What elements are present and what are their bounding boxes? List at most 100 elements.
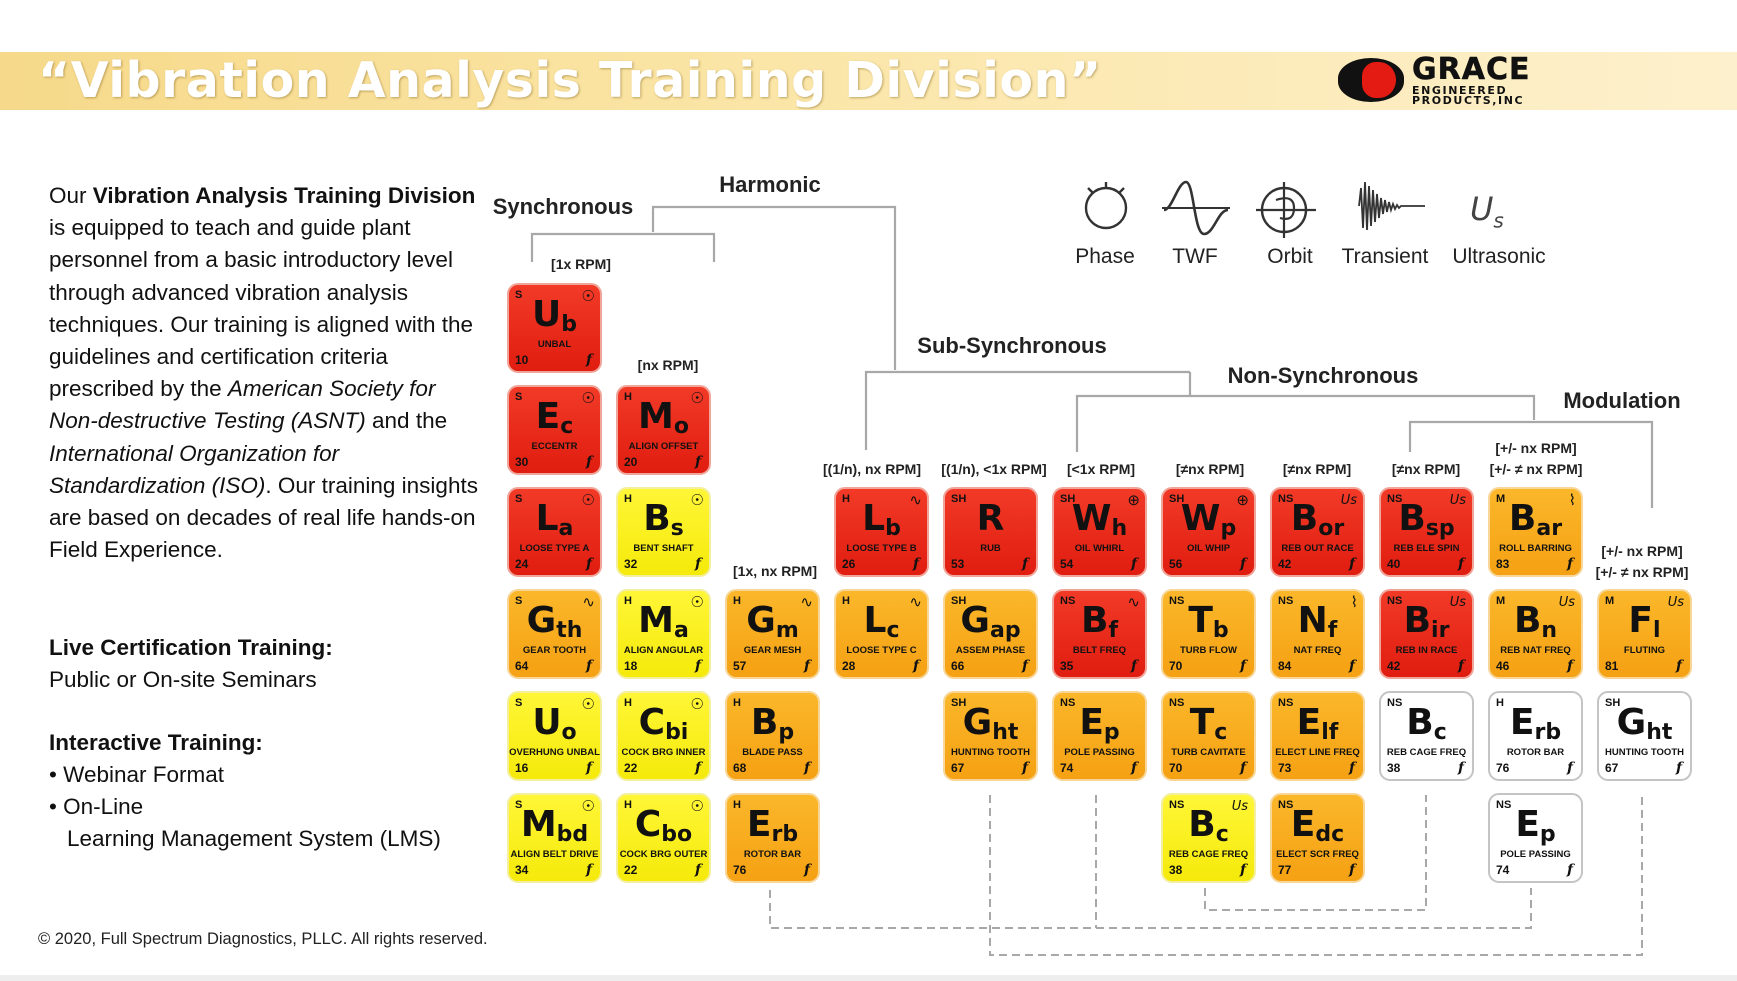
element-tile-bs: H Bs BENT SHAFT 32 f ☉	[616, 487, 711, 577]
tile-name: POLE PASSING	[1064, 747, 1135, 758]
tile-name: ECCENTR	[531, 441, 578, 452]
tile-category-code: NS	[1278, 595, 1294, 607]
element-tile-mo: H Mo ALIGN OFFSET 20 f ☉	[616, 385, 711, 475]
frequency-icon: f	[1130, 658, 1137, 674]
frequency-icon: f	[1021, 658, 1028, 674]
element-tile-lb: H Lb LOOSE TYPE B 26 f ∿	[834, 487, 929, 577]
tile-name: BELT FREQ	[1072, 645, 1127, 656]
tile-number: 46	[1496, 659, 1510, 673]
tile-number: 22	[624, 761, 638, 775]
legend-orbit: Orbit	[1267, 245, 1313, 268]
tile-symbol: Bor	[1290, 498, 1345, 542]
tile-category-code: H	[733, 697, 741, 709]
tile-symbol: Ub	[532, 294, 577, 338]
column-label: [+/- nx RPM]	[1601, 543, 1683, 559]
column-label: [+/- ≠ nx RPM]	[1489, 461, 1583, 477]
tile-name: GEAR MESH	[743, 645, 802, 656]
tile-symbol: Gth	[526, 600, 583, 644]
frequency-icon: f	[1348, 862, 1355, 878]
tile-number: 67	[1605, 761, 1619, 775]
tile-name: ELECT SCR FREQ	[1276, 849, 1359, 860]
element-tile-bc: NS Bc REB CAGE FREQ 38 f	[1379, 691, 1474, 781]
tile-category-code: NS	[1278, 493, 1294, 505]
tile-name: TURB FLOW	[1180, 645, 1237, 656]
tile-symbol: Ep	[1079, 702, 1120, 746]
frequency-icon: f	[1021, 760, 1028, 776]
tile-number: 74	[1496, 863, 1510, 877]
tile-number: 76	[733, 863, 747, 877]
tile-number: 32	[624, 557, 638, 571]
tile-category-code: S	[515, 289, 523, 301]
tile-name: REB CAGE FREQ	[1168, 849, 1249, 860]
tile-category-code: M	[1496, 493, 1506, 505]
tile-name: BLADE PASS	[742, 747, 803, 758]
frequency-icon: f	[585, 862, 592, 878]
tile-number: 74	[1060, 761, 1074, 775]
tile-number: 54	[1060, 557, 1074, 571]
tile-name: LOOSE TYPE A	[519, 543, 590, 554]
tile-name: BENT SHAFT	[633, 543, 694, 554]
tile-category-code: H	[624, 493, 632, 505]
tile-number: 40	[1387, 557, 1401, 571]
tile-symbol: Wp	[1180, 498, 1237, 542]
tile-category-code: S	[515, 697, 523, 709]
tile-category-code: M	[1605, 595, 1615, 607]
twf-icon	[1162, 180, 1230, 236]
tile-number: 70	[1169, 761, 1183, 775]
frequency-icon: f	[1348, 760, 1355, 776]
tile-category-code: NS	[1278, 697, 1294, 709]
orbit-icon: ⊕	[1127, 492, 1140, 509]
tile-category-code: SH	[951, 595, 967, 607]
element-tile-r: SH R RUB 53 f	[943, 487, 1038, 577]
frequency-icon: f	[912, 556, 919, 572]
element-tile-gap: SH Gap ASSEM PHASE 66 f	[943, 589, 1038, 679]
phase-icon: ☉	[581, 798, 595, 815]
tile-category-code: NS	[1387, 697, 1403, 709]
tile-category-code: H	[624, 595, 632, 607]
tile-category-code: SH	[951, 493, 967, 505]
tile-name: FLUTING	[1623, 645, 1666, 656]
tile-symbol: Tb	[1188, 600, 1229, 644]
element-tile-cbo: H Cbo COCK BRG OUTER 22 f ☉	[616, 793, 711, 883]
logo-name: GRACE	[1412, 52, 1531, 87]
column-label: [≠nx RPM]	[1282, 461, 1352, 477]
frequency-icon: f	[585, 352, 592, 368]
tile-number: 56	[1169, 557, 1183, 571]
tile-name: ROTOR BAR	[743, 849, 802, 860]
element-tile-bir: NS Bir REB IN RACE 42 f Us	[1379, 589, 1474, 679]
frequency-icon: f	[1021, 556, 1028, 572]
tile-symbol: Mbd	[520, 804, 589, 848]
tile-name: UNBAL	[537, 339, 572, 350]
tile-symbol: Bp	[750, 702, 795, 746]
legend-transient: Transient	[1341, 245, 1429, 268]
tile-name: REB IN RACE	[1395, 645, 1458, 656]
ultrasonic-icon: Us	[1231, 799, 1248, 814]
frequency-icon: f	[585, 760, 592, 776]
tile-category-code: S	[515, 493, 523, 505]
phase-icon: ☉	[690, 798, 704, 815]
tile-name: ASSEM PHASE	[955, 645, 1026, 656]
transient-icon	[1358, 181, 1425, 231]
frequency-icon: f	[694, 658, 701, 674]
tile-category-code: M	[1496, 595, 1506, 607]
tile-number: 34	[515, 863, 529, 877]
tile-symbol: Bf	[1080, 600, 1119, 644]
legend-phase: Phase	[1075, 245, 1135, 268]
tile-name: OVERHUNG UNBAL	[509, 747, 600, 758]
page-title: “Vibration Analysis Training Division”	[38, 52, 1102, 109]
category-sub-synchronous: Sub-Synchronous	[917, 333, 1107, 358]
tile-number: 35	[1060, 659, 1074, 673]
tile-symbol: Ma	[638, 600, 689, 644]
tile-number: 66	[951, 659, 965, 673]
tile-category-code: NS	[1169, 799, 1185, 811]
transient-icon: ⌇	[1568, 492, 1576, 509]
tile-number: 42	[1387, 659, 1401, 673]
frequency-icon: f	[694, 760, 701, 776]
element-tile-ep: NS Ep POLE PASSING 74 f	[1052, 691, 1147, 781]
ultrasonic-icon: Us	[1470, 190, 1504, 233]
element-tile-erb: H Erb ROTOR BAR 76 f	[1488, 691, 1583, 781]
tile-symbol: Bn	[1513, 600, 1558, 644]
tile-category-code: S	[515, 595, 523, 607]
tile-category-code: H	[624, 697, 632, 709]
tile-category-code: H	[842, 493, 850, 505]
